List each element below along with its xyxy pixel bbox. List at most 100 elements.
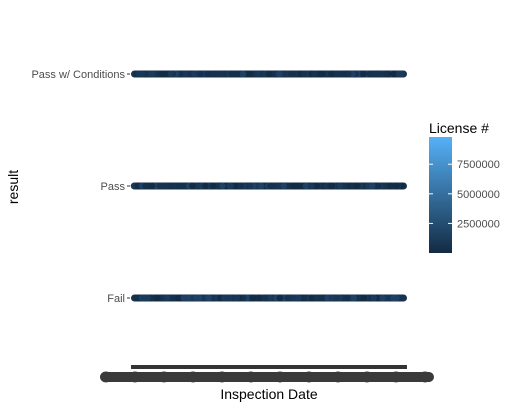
data-point xyxy=(308,182,315,190)
x-axis xyxy=(100,365,434,383)
data-point xyxy=(255,294,263,302)
data-point xyxy=(267,182,274,190)
data-point xyxy=(167,70,174,78)
data-point xyxy=(318,70,326,78)
data-point xyxy=(300,70,308,78)
data-point xyxy=(258,182,265,190)
data-point xyxy=(180,294,187,302)
data-point xyxy=(382,182,389,190)
plot-panel xyxy=(130,70,407,302)
data-point xyxy=(344,294,351,302)
data-point xyxy=(334,294,341,302)
y-axis-title: result xyxy=(5,170,21,204)
data-point xyxy=(196,294,203,302)
data-point xyxy=(295,182,303,190)
y-tick-label: Pass w/ Conditions xyxy=(31,69,125,81)
data-point xyxy=(266,70,273,78)
data-point xyxy=(175,294,182,302)
x-axis-ticks-overplotted xyxy=(131,365,407,369)
data-point xyxy=(246,182,254,190)
data-point xyxy=(387,182,394,190)
data-point xyxy=(148,182,156,190)
data-point xyxy=(219,182,226,190)
data-point xyxy=(302,182,310,190)
data-point xyxy=(189,182,196,190)
data-point xyxy=(349,182,356,190)
point-band xyxy=(131,70,407,78)
data-point xyxy=(302,294,309,302)
data-point xyxy=(164,294,171,302)
x-tick-label-blob xyxy=(303,371,315,383)
data-point xyxy=(232,294,240,302)
data-point xyxy=(224,294,231,302)
data-point xyxy=(197,70,204,78)
x-tick-label-blob xyxy=(361,371,373,383)
x-tick-label-blob xyxy=(129,371,141,383)
data-point xyxy=(176,182,184,190)
data-point xyxy=(290,182,297,190)
data-point xyxy=(360,70,367,78)
data-point xyxy=(133,294,140,302)
data-point xyxy=(254,70,262,78)
x-tick-label-blob xyxy=(332,371,344,383)
data-point xyxy=(360,294,367,302)
data-point xyxy=(284,294,291,302)
data-point xyxy=(371,70,379,78)
data-point xyxy=(337,182,344,190)
data-point xyxy=(227,182,234,190)
x-tick-label-blob xyxy=(158,371,170,383)
x-tick-label-blob xyxy=(187,371,199,383)
data-point xyxy=(276,294,284,302)
data-point xyxy=(209,182,217,190)
colorbar-tick-label: 2500000 xyxy=(457,218,500,230)
x-tick-label-blob xyxy=(216,371,228,383)
x-tick-label-smear xyxy=(104,372,434,382)
data-point xyxy=(239,70,247,78)
y-tick-label: Fail xyxy=(107,293,125,305)
data-point xyxy=(238,182,245,190)
data-point xyxy=(390,294,397,302)
data-point xyxy=(275,70,283,78)
colorbar-tick-label: 7500000 xyxy=(457,159,500,171)
data-point xyxy=(393,182,400,190)
data-point xyxy=(142,182,149,190)
x-tick-label-blob xyxy=(100,371,112,383)
data-point xyxy=(345,70,352,78)
data-point xyxy=(181,70,189,78)
x-tick-label-blob xyxy=(274,371,286,383)
x-axis-title: Inspection Date xyxy=(220,386,317,402)
x-tick-label-blob xyxy=(390,371,402,383)
y-tick-label: Pass xyxy=(101,181,126,193)
data-point xyxy=(202,182,209,190)
legend: License # 2500000 5000000 7500000 xyxy=(429,120,500,253)
data-point xyxy=(232,182,240,190)
data-point xyxy=(370,294,377,302)
data-point xyxy=(205,294,212,302)
data-point xyxy=(369,182,376,190)
data-point xyxy=(379,294,386,302)
data-point xyxy=(162,182,169,190)
data-point xyxy=(266,294,273,302)
data-point xyxy=(249,294,257,302)
data-point xyxy=(328,70,335,78)
data-point xyxy=(339,70,346,78)
point-band xyxy=(130,182,407,190)
data-point xyxy=(375,182,382,190)
colorbar-tick-label: 5000000 xyxy=(457,189,500,201)
data-point xyxy=(144,294,151,302)
data-point xyxy=(159,70,166,78)
data-point xyxy=(328,294,335,302)
data-point xyxy=(295,294,302,302)
data-point xyxy=(383,70,390,78)
data-point xyxy=(390,70,398,78)
data-point xyxy=(210,70,217,78)
data-point xyxy=(156,182,164,190)
colorbar-ticks: 2500000 5000000 7500000 xyxy=(429,159,500,230)
data-point xyxy=(311,70,318,78)
data-point xyxy=(204,70,211,78)
data-point xyxy=(136,70,143,78)
point-band xyxy=(131,294,407,302)
colorbar xyxy=(429,137,452,253)
x-tick-label-blob xyxy=(419,371,431,383)
